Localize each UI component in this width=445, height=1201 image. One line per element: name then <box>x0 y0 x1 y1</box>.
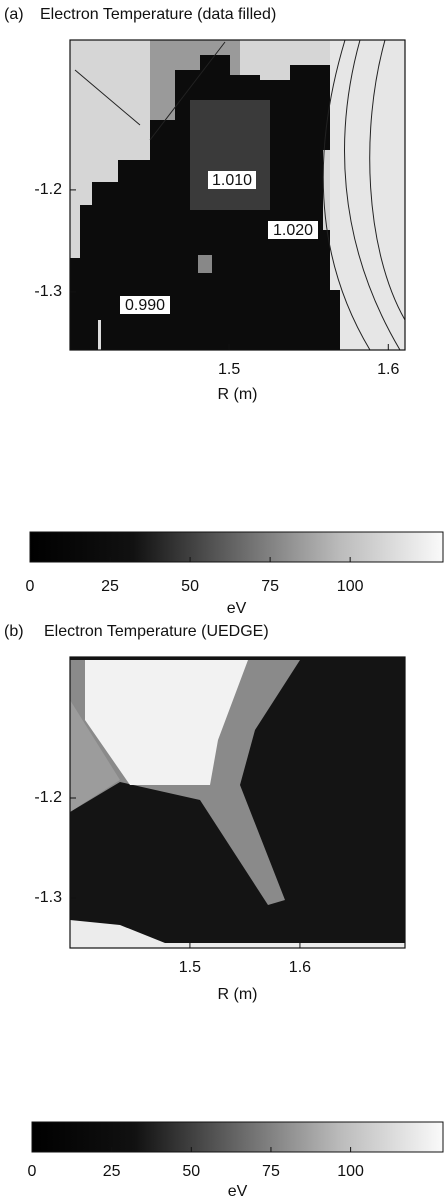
colorbar-tick-label: 50 <box>182 1163 200 1180</box>
chart-title: Electron Temperature (UEDGE) <box>44 623 269 640</box>
plot-frame <box>69 39 406 351</box>
colorbar-tick-label: 75 <box>262 1163 280 1180</box>
x-tick-label: 1.6 <box>377 361 399 378</box>
colorbar-tick-label: 100 <box>337 578 364 595</box>
colorbar-tick-label: 0 <box>28 1163 37 1180</box>
colorbar <box>29 531 444 563</box>
contour-label: 1.010 1.020 0.990 <box>120 171 318 314</box>
contour-label: 0.990 <box>125 297 165 314</box>
chart-title: Electron Temperature (data filled) <box>40 6 276 23</box>
x-axis-label: R (m) <box>218 986 258 1003</box>
colorbar-tick-label: 25 <box>101 578 119 595</box>
contour-label: 1.010 <box>212 172 252 189</box>
colorbar-tick-label: 100 <box>337 1163 364 1180</box>
heatmap-b <box>70 657 405 948</box>
y-tick-label: -1.3 <box>34 283 62 300</box>
heatmap-a <box>70 39 406 351</box>
x-tick-label: 1.5 <box>218 361 240 378</box>
contour-label: 1.020 <box>273 222 313 239</box>
y-tick-label: -1.2 <box>34 789 62 806</box>
colorbar-tick-label: 75 <box>261 578 279 595</box>
colorbar-label: eV <box>228 1183 248 1200</box>
x-tick-label: 1.6 <box>289 959 311 976</box>
colorbar-tick-label: 25 <box>103 1163 121 1180</box>
colorbar <box>31 1121 444 1153</box>
x-axis-label: R (m) <box>218 386 258 403</box>
x-tick-label: 1.5 <box>179 959 201 976</box>
y-tick-label: -1.3 <box>34 889 62 906</box>
colorbar-tick-label: 50 <box>181 578 199 595</box>
colorbar-tick-label: 0 <box>26 578 35 595</box>
panel-label: (b) <box>4 623 24 640</box>
plot-frame <box>69 656 406 949</box>
y-tick-label: -1.2 <box>34 181 62 198</box>
panel-label: (a) <box>4 6 24 23</box>
colorbar-label: eV <box>227 600 247 617</box>
